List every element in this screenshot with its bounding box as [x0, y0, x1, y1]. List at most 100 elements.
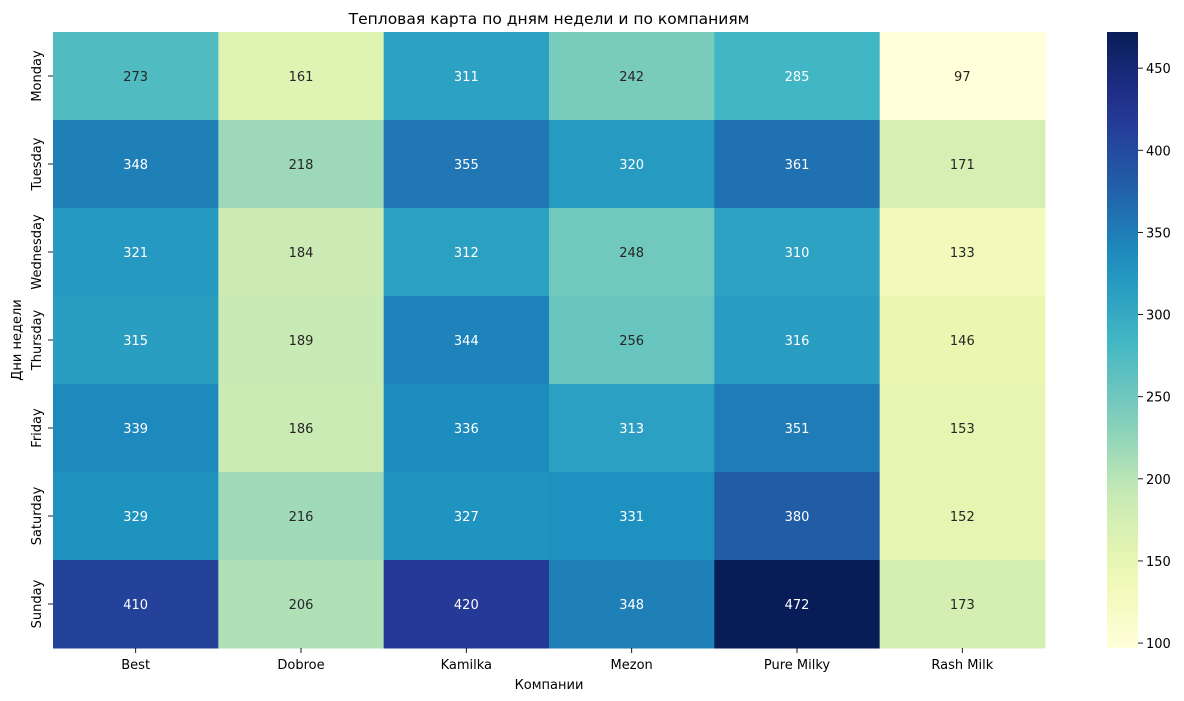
cell-value-label: 331 [619, 510, 644, 525]
heatmap-cell [879, 296, 1046, 385]
y-tick-label: Sunday [30, 579, 45, 628]
cell-value-label: 320 [619, 158, 644, 173]
y-tick-labels: Monday Tuesday Wednesday Thursday Friday Satu… [30, 50, 53, 628]
cell-value-label: 206 [289, 598, 314, 613]
cell-value-label: 321 [123, 246, 148, 261]
heatmap-cell [218, 560, 385, 649]
y-tick-label: Monday [30, 50, 45, 102]
cell-value-label: 273 [123, 70, 148, 85]
y-tick-label: Wednesday [30, 214, 45, 290]
heatmap-cell [879, 384, 1046, 473]
x-axis-label: Компании [515, 678, 584, 693]
cell-value-label: 329 [123, 510, 148, 525]
x-tick-label: Kamilka [441, 658, 492, 673]
cell-value-label: 184 [289, 246, 314, 261]
cell-value-label: 355 [454, 158, 479, 173]
heatmap-cell [53, 208, 219, 297]
heatmap-cell [549, 120, 715, 209]
cell-value-label: 152 [950, 510, 975, 525]
chart-title: Тепловая карта по дням недели и по компа… [348, 10, 750, 28]
heatmap-cell [549, 472, 715, 561]
heatmap-cell [714, 384, 881, 473]
cell-value-label: 339 [123, 422, 148, 437]
heatmap-cell [53, 560, 219, 649]
heatmap-cell [383, 384, 550, 473]
cell-value-label: 189 [289, 334, 314, 349]
heatmap-cell [218, 120, 385, 209]
cell-value-label: 420 [454, 598, 479, 613]
heatmap-cell [879, 560, 1046, 649]
heatmap-cell [218, 32, 385, 121]
heatmap-cell [383, 472, 550, 561]
cell-value-label: 327 [454, 510, 479, 525]
colorbar-tick-label: 400 [1146, 144, 1171, 159]
cell-value-label: 242 [619, 70, 644, 85]
heatmap-cell [218, 472, 385, 561]
x-tick-label: Dobroe [277, 658, 324, 673]
heatmap-cell [53, 472, 219, 561]
cell-value-label: 351 [785, 422, 810, 437]
cell-value-label: 410 [123, 598, 148, 613]
y-tick-label: Thursday [30, 309, 45, 371]
cell-value-label: 153 [950, 422, 975, 437]
heatmap-cell [549, 208, 715, 297]
cell-value-label: 336 [454, 422, 479, 437]
heatmap-cell [714, 472, 881, 561]
cell-value-label: 361 [785, 158, 810, 173]
heatmap-cell [383, 296, 550, 385]
cell-value-label: 380 [785, 510, 810, 525]
cell-value-label: 133 [950, 246, 975, 261]
heatmap-cell [383, 560, 550, 649]
colorbar-tick-label: 250 [1146, 391, 1171, 406]
cell-value-label: 173 [950, 598, 975, 613]
heatmap-cell [879, 120, 1046, 209]
cell-value-label: 344 [454, 334, 479, 349]
cell-value-label: 310 [785, 246, 810, 261]
heatmap-cell [549, 296, 715, 385]
heatmap-cell [714, 560, 881, 649]
x-tick-label: Mezon [611, 658, 653, 673]
cell-value-label: 348 [619, 598, 644, 613]
cell-value-label: 186 [289, 422, 314, 437]
heatmap-cell [879, 472, 1046, 561]
cell-value-label: 313 [619, 422, 644, 437]
y-tick-label: Saturday [30, 486, 45, 545]
heatmap-cell [549, 32, 715, 121]
heatmap-cell [383, 32, 550, 121]
heatmap-cells: 273 161 311 242 285 97 348 218 355 320 361 171 321 18… [53, 32, 1046, 649]
x-tick-label: Rash Milk [931, 658, 993, 673]
heatmap-cell [879, 208, 1046, 297]
heatmap-cell [383, 208, 550, 297]
cell-value-label: 315 [123, 334, 148, 349]
cell-value-label: 285 [785, 70, 810, 85]
heatmap-cell [549, 560, 715, 649]
cell-value-label: 311 [454, 70, 479, 85]
colorbar-tick-label: 350 [1146, 226, 1171, 241]
heatmap-cell [53, 32, 219, 121]
cell-value-label: 256 [619, 334, 644, 349]
cell-value-label: 316 [785, 334, 810, 349]
y-tick-label: Friday [30, 408, 45, 448]
heatmap-cell [714, 120, 881, 209]
heatmap-cell [53, 384, 219, 473]
cell-value-label: 248 [619, 246, 644, 261]
y-tick-label: Tuesday [30, 137, 45, 191]
heatmap-cell [714, 296, 881, 385]
x-tick-labels: Best Dobroe Kamilka Mezon Pure Milky Rash Mil… [121, 648, 994, 673]
cell-value-label: 161 [289, 70, 314, 85]
cell-value-label: 472 [785, 598, 810, 613]
heatmap-cell [714, 208, 881, 297]
cell-value-label: 348 [123, 158, 148, 173]
cell-value-label: 312 [454, 246, 479, 261]
x-tick-label: Best [121, 658, 150, 673]
x-tick-label: Pure Milky [764, 658, 831, 673]
colorbar-tick-label: 450 [1146, 62, 1171, 77]
colorbar: 100 150 200 250 300 350 400 450 [1107, 32, 1171, 652]
heatmap-cell [218, 296, 385, 385]
heatmap-cell [549, 384, 715, 473]
heatmap-cell [879, 32, 1046, 121]
heatmap-cell [383, 120, 550, 209]
heatmap-cell [53, 120, 219, 209]
heatmap-cell [714, 32, 881, 121]
